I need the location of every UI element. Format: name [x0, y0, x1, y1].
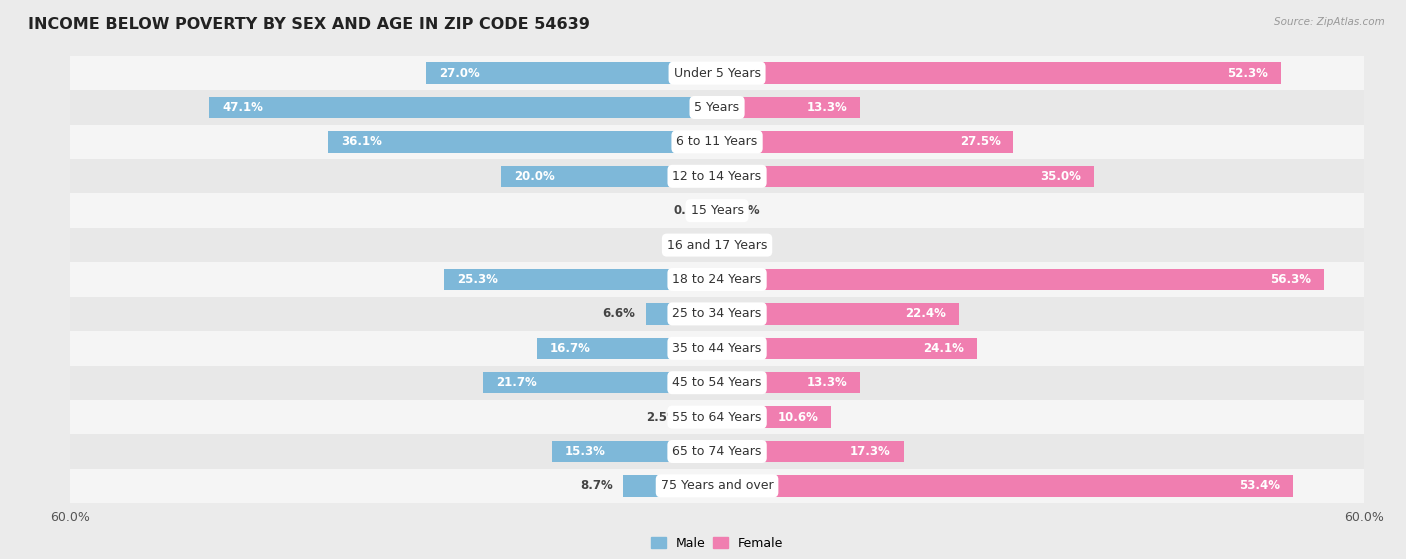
Bar — [70, 262, 1364, 297]
Text: 0.0%: 0.0% — [673, 239, 706, 252]
Bar — [717, 338, 977, 359]
Bar — [70, 56, 1364, 91]
Text: 5 Years: 5 Years — [695, 101, 740, 114]
Bar — [717, 97, 860, 118]
Text: 2.5%: 2.5% — [647, 411, 679, 424]
Bar — [70, 400, 1364, 434]
Bar — [645, 303, 717, 325]
Bar — [70, 297, 1364, 331]
Text: 45 to 54 Years: 45 to 54 Years — [672, 376, 762, 389]
Text: 13.3%: 13.3% — [807, 376, 848, 389]
Bar — [717, 131, 1014, 153]
Bar — [70, 125, 1364, 159]
Bar — [426, 63, 717, 84]
Bar — [717, 475, 1292, 496]
Bar — [70, 228, 1364, 262]
Bar — [70, 366, 1364, 400]
Text: 16 and 17 Years: 16 and 17 Years — [666, 239, 768, 252]
Text: 6 to 11 Years: 6 to 11 Years — [676, 135, 758, 148]
Text: 35.0%: 35.0% — [1040, 170, 1081, 183]
Text: 18 to 24 Years: 18 to 24 Years — [672, 273, 762, 286]
Text: 47.1%: 47.1% — [222, 101, 263, 114]
Bar — [70, 91, 1364, 125]
Bar — [328, 131, 717, 153]
Text: 15.3%: 15.3% — [565, 445, 606, 458]
Text: 53.4%: 53.4% — [1239, 480, 1279, 492]
Bar — [717, 303, 959, 325]
Bar — [717, 165, 1094, 187]
Text: Under 5 Years: Under 5 Years — [673, 67, 761, 79]
Text: 8.7%: 8.7% — [579, 480, 613, 492]
Bar — [537, 338, 717, 359]
Text: 65 to 74 Years: 65 to 74 Years — [672, 445, 762, 458]
Text: 0.0%: 0.0% — [728, 239, 761, 252]
Text: 13.3%: 13.3% — [807, 101, 848, 114]
Bar — [70, 193, 1364, 228]
Text: 52.3%: 52.3% — [1227, 67, 1268, 79]
Text: 27.5%: 27.5% — [960, 135, 1001, 148]
Bar — [209, 97, 717, 118]
Bar — [502, 165, 717, 187]
Text: 17.3%: 17.3% — [849, 445, 890, 458]
Bar — [717, 406, 831, 428]
Text: 36.1%: 36.1% — [340, 135, 382, 148]
Legend: Male, Female: Male, Female — [645, 532, 789, 555]
Text: 12 to 14 Years: 12 to 14 Years — [672, 170, 762, 183]
Bar — [70, 468, 1364, 503]
Text: 20.0%: 20.0% — [515, 170, 555, 183]
Bar — [717, 63, 1281, 84]
Text: 25.3%: 25.3% — [457, 273, 498, 286]
Text: INCOME BELOW POVERTY BY SEX AND AGE IN ZIP CODE 54639: INCOME BELOW POVERTY BY SEX AND AGE IN Z… — [28, 17, 591, 32]
Bar — [444, 269, 717, 290]
Bar — [717, 372, 860, 394]
Bar — [690, 406, 717, 428]
Text: 27.0%: 27.0% — [439, 67, 479, 79]
Text: 15 Years: 15 Years — [690, 204, 744, 217]
Bar — [717, 441, 904, 462]
Bar — [717, 269, 1324, 290]
Bar — [484, 372, 717, 394]
Text: 6.6%: 6.6% — [602, 307, 636, 320]
Bar — [70, 331, 1364, 366]
Text: 10.6%: 10.6% — [778, 411, 818, 424]
Text: 56.3%: 56.3% — [1270, 273, 1310, 286]
Bar — [70, 159, 1364, 193]
Text: 21.7%: 21.7% — [496, 376, 537, 389]
Text: 24.1%: 24.1% — [922, 342, 965, 355]
Bar — [70, 434, 1364, 468]
Text: 0.0%: 0.0% — [673, 204, 706, 217]
Text: 35 to 44 Years: 35 to 44 Years — [672, 342, 762, 355]
Text: 55 to 64 Years: 55 to 64 Years — [672, 411, 762, 424]
Text: 16.7%: 16.7% — [550, 342, 591, 355]
Text: Source: ZipAtlas.com: Source: ZipAtlas.com — [1274, 17, 1385, 27]
Text: 75 Years and over: 75 Years and over — [661, 480, 773, 492]
Bar — [553, 441, 717, 462]
Text: 0.0%: 0.0% — [728, 204, 761, 217]
Text: 25 to 34 Years: 25 to 34 Years — [672, 307, 762, 320]
Bar — [623, 475, 717, 496]
Text: 22.4%: 22.4% — [904, 307, 946, 320]
